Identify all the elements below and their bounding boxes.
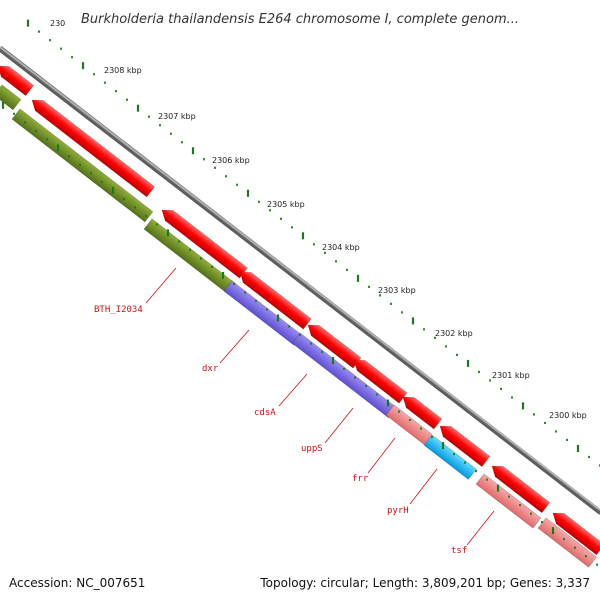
tick-label: 2301 kbp (492, 371, 530, 380)
forward-gene-arrow (552, 512, 600, 556)
gene-leader-line (278, 373, 308, 407)
gene-leader-line (219, 329, 250, 364)
reverse-gene-box (385, 404, 433, 445)
gene-leader-line (367, 437, 396, 474)
inner-tick-row (1, 101, 598, 566)
gene-label: frr (352, 474, 369, 484)
outer-tick-row (26, 19, 600, 467)
gene-leader-line (324, 407, 354, 444)
gene-label: uppS (301, 444, 323, 454)
forward-gene-arrow (0, 65, 35, 97)
forward-gene-arrow (491, 465, 551, 514)
gene-leader-line (466, 510, 495, 546)
reverse-strand-genes (0, 84, 598, 568)
tick-label: 2306 kbp (212, 156, 250, 165)
topology-text: Topology: circular; Length: 3,809,201 bp… (260, 576, 590, 590)
tick-label: 2305 kbp (267, 200, 305, 209)
map-title: Burkholderia thailandensis E264 chromoso… (81, 12, 519, 27)
gene-label: BTH_I2034 (94, 305, 143, 315)
tick-label: 2308 kbp (104, 66, 142, 75)
tick-label: 2302 kbp (435, 329, 473, 338)
gene-label: pyrH (387, 506, 409, 516)
forward-strand-genes (0, 65, 600, 556)
reverse-gene-box (11, 108, 154, 223)
tick-label: 2307 kbp (158, 112, 196, 121)
tick-label: 2304 kbp (322, 243, 360, 252)
forward-gene-arrow (402, 396, 443, 430)
gene-label: tsf (451, 546, 467, 556)
forward-gene-arrow (239, 271, 312, 330)
accession-text: Accession: NC_007651 (9, 576, 146, 590)
reverse-gene-box (475, 473, 542, 529)
tick-label: 2303 kbp (378, 286, 416, 295)
forward-gene-arrow (353, 359, 408, 404)
forward-gene-arrow (31, 99, 156, 198)
gene-label: cdsA (254, 408, 276, 418)
backbone (0, 46, 600, 515)
forward-gene-arrow (439, 425, 491, 468)
tick-labels: 230 2308 kbp 2307 kbp 2306 kbp 2305 kbp 2304… (50, 19, 587, 420)
tick-label: 230 (50, 19, 65, 28)
reverse-gene-box (423, 434, 477, 480)
gene-leader-line (409, 468, 438, 505)
gene-label: dxr (202, 364, 219, 374)
tick-label: 2300 kbp (549, 411, 587, 420)
gene-leader-line (145, 267, 177, 304)
